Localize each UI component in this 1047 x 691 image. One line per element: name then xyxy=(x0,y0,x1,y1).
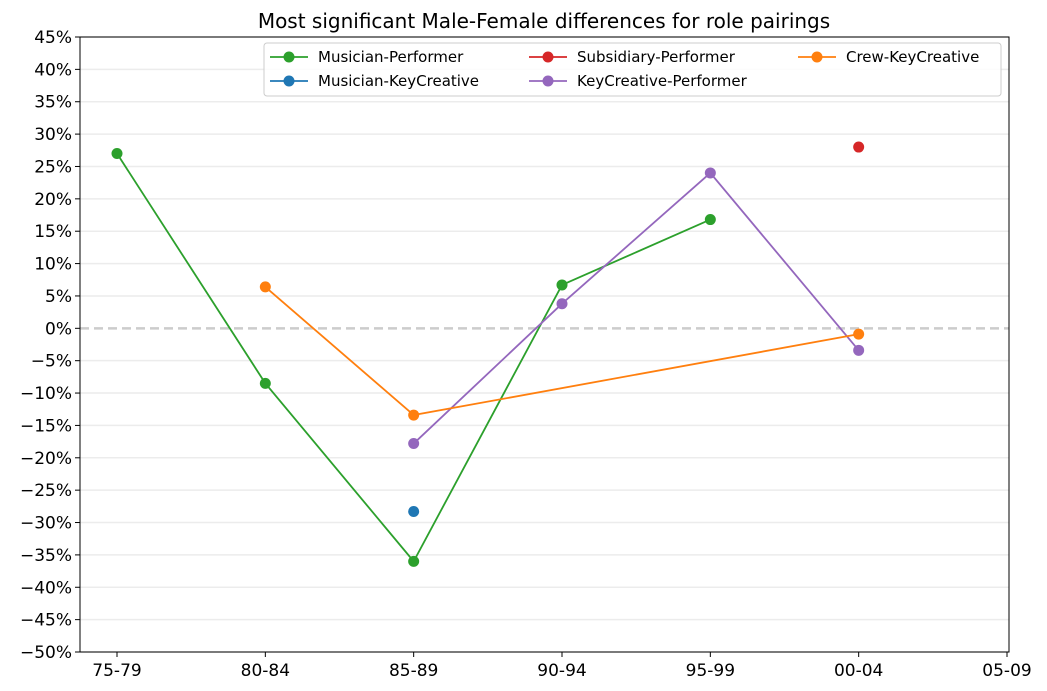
series-group xyxy=(111,141,865,567)
y-tick-label: 5% xyxy=(45,287,72,307)
legend-item: Musician-Performer xyxy=(270,48,464,66)
series-musician-performer xyxy=(111,148,716,567)
y-tick-label: 0% xyxy=(45,319,72,339)
legend-item: Crew-KeyCreative xyxy=(798,48,979,66)
data-point xyxy=(408,506,420,518)
legend-label: KeyCreative-Performer xyxy=(577,72,748,90)
legend-item: KeyCreative-Performer xyxy=(529,72,748,90)
data-point xyxy=(704,167,716,179)
y-tick-label: −15% xyxy=(20,416,72,436)
series-crew-keycreative xyxy=(259,281,865,421)
legend-swatch-marker xyxy=(283,51,295,63)
legend-label: Musician-KeyCreative xyxy=(318,72,479,90)
legend-label: Subsidiary-Performer xyxy=(577,48,736,66)
grid xyxy=(80,36,1009,653)
legend-item: Subsidiary-Performer xyxy=(529,48,736,66)
data-point xyxy=(259,377,271,389)
y-tick-label: −30% xyxy=(20,514,72,534)
y-tick-label: −45% xyxy=(20,611,72,631)
y-tick-label: −25% xyxy=(20,481,72,501)
data-point xyxy=(408,438,420,450)
series-line xyxy=(413,171,860,445)
data-point xyxy=(853,344,865,356)
legend-swatch-marker xyxy=(283,75,295,87)
data-point xyxy=(853,141,865,153)
y-tick-label: 10% xyxy=(34,255,72,275)
data-point xyxy=(556,279,568,291)
y-tick-label: −40% xyxy=(20,578,72,598)
legend-swatch-marker xyxy=(811,51,823,63)
y-tick-label: −50% xyxy=(20,643,72,663)
y-tick-label: 40% xyxy=(34,60,72,80)
x-axis: 75-79 80-84 85-89 90-94 95-99 00-04 05-09 xyxy=(92,652,1032,681)
legend: Musician-Performer Musician-KeyCreative Su… xyxy=(263,42,1002,97)
y-tick-label: −20% xyxy=(20,449,72,469)
data-point xyxy=(853,328,865,340)
data-point xyxy=(408,555,420,567)
data-point xyxy=(704,214,716,226)
data-point xyxy=(408,409,420,421)
x-tick-label: 85-89 xyxy=(389,661,438,681)
y-axis: 45% 40% 35% 30% 25% 20% 15% 10% 5% 0% −5% −10% −15% −… xyxy=(20,28,80,663)
y-tick-label: 25% xyxy=(34,157,72,177)
data-point xyxy=(556,298,568,310)
y-tick-label: −35% xyxy=(20,546,72,566)
y-tick-label: 45% xyxy=(34,28,72,48)
series-subsidiary-performer xyxy=(853,141,865,153)
y-tick-label: 15% xyxy=(34,222,72,242)
legend-swatch-marker xyxy=(542,75,554,87)
y-tick-label: 20% xyxy=(34,190,72,210)
x-tick-label: 95-99 xyxy=(686,661,735,681)
x-tick-label: 80-84 xyxy=(241,661,290,681)
series-keycreative-performer xyxy=(408,167,865,450)
x-tick-label: 05-09 xyxy=(982,661,1031,681)
y-tick-label: 35% xyxy=(34,93,72,113)
plot-frame xyxy=(79,36,1010,653)
legend-label: Crew-KeyCreative xyxy=(846,48,979,66)
series-musician-keycreative xyxy=(408,506,420,518)
data-point xyxy=(111,148,123,160)
legend-label: Musician-Performer xyxy=(318,48,464,66)
legend-swatch-marker xyxy=(542,51,554,63)
y-tick-label: −5% xyxy=(31,352,72,372)
x-tick-label: 00-04 xyxy=(834,661,883,681)
y-tick-label: 30% xyxy=(34,125,72,145)
x-tick-label: 90-94 xyxy=(537,661,586,681)
chart-title: Most significant Male-Female differences… xyxy=(258,9,830,33)
legend-item: Musician-KeyCreative xyxy=(270,72,479,90)
y-tick-label: −10% xyxy=(20,384,72,404)
x-tick-label: 75-79 xyxy=(92,661,141,681)
series-line xyxy=(116,153,711,563)
data-point xyxy=(259,281,271,293)
